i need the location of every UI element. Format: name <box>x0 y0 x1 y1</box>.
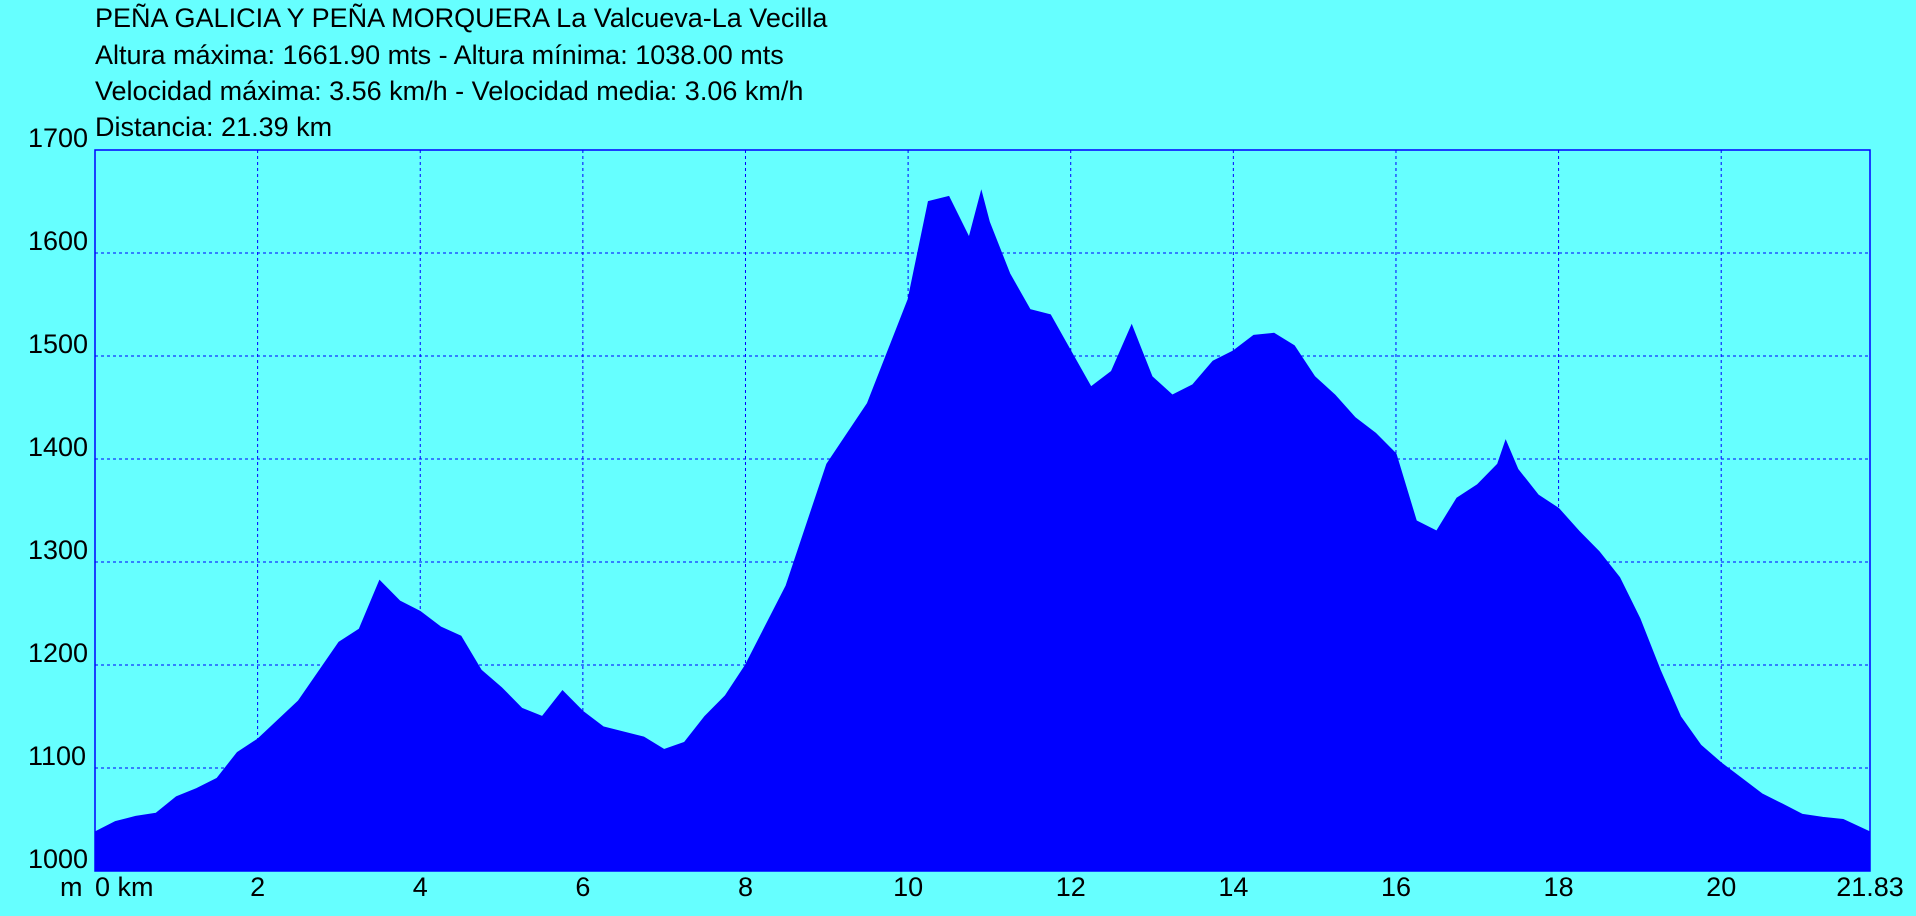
x-tick-label: 18 <box>1544 872 1574 902</box>
x-tick-label: 2 <box>250 872 265 902</box>
x-tick-label: 6 <box>575 872 590 902</box>
y-tick-label: 1400 <box>28 432 88 462</box>
y-tick-label: 1600 <box>28 226 88 256</box>
y-tick-label: 1200 <box>28 638 88 668</box>
y-axis-label: m <box>60 872 83 902</box>
y-tick-label: 1300 <box>28 535 88 565</box>
x-tick-label: 8 <box>738 872 753 902</box>
x-tick-label: 16 <box>1381 872 1411 902</box>
chart-title: PEÑA GALICIA Y PEÑA MORQUERA La Valcueva… <box>95 2 828 33</box>
y-tick-label: 1000 <box>28 844 88 874</box>
chart-subtitle: Velocidad máxima: 3.56 km/h - Velocidad … <box>95 76 803 106</box>
x-tick-label: 4 <box>413 872 428 902</box>
y-tick-label: 1100 <box>28 741 86 771</box>
x-tick-label: 10 <box>893 872 923 902</box>
x-tick-label: 21.83 <box>1836 872 1904 902</box>
x-tick-label: 12 <box>1056 872 1086 902</box>
plot-border <box>94 149 1871 872</box>
x-tick-label: 0 km <box>95 872 154 902</box>
chart-subtitle: Distancia: 21.39 km <box>95 112 332 142</box>
chart-subtitle: Altura máxima: 1661.90 mts - Altura míni… <box>95 40 784 70</box>
y-tick-label: 1700 <box>28 123 88 153</box>
y-tick-label: 1500 <box>28 329 88 359</box>
x-tick-label: 14 <box>1218 872 1248 902</box>
x-tick-label: 20 <box>1706 872 1736 902</box>
